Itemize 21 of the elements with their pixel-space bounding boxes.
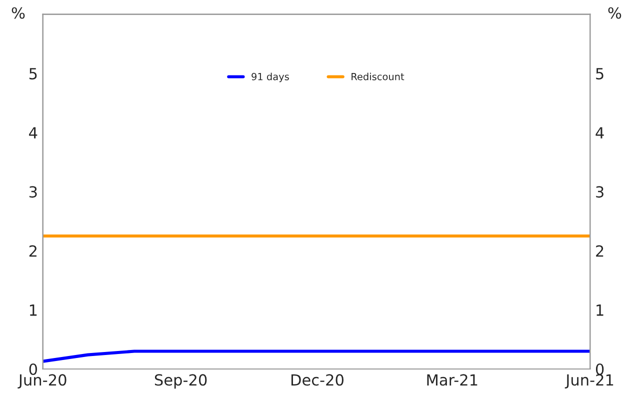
y2-tick-label: 1 [596, 304, 604, 316]
y-tick-label: 5 [29, 68, 37, 80]
y2-tick-label: 3 [596, 186, 604, 198]
y-axis-title: % [12, 7, 25, 19]
x-tick-label: Jun-20 [18, 374, 66, 389]
y2-tick-label: 2 [596, 245, 604, 257]
y-tick-label: 2 [29, 245, 36, 257]
y-tick-label: 4 [29, 127, 38, 138]
x-tick-label: Jun-21 [564, 374, 614, 389]
legend-label: 91 days [252, 72, 289, 82]
legend-label: Rediscount [352, 72, 404, 80]
y-tick-label: 3 [29, 186, 37, 198]
y2-tick-label: 0 [596, 363, 604, 376]
y2-tick-label: 5 [596, 68, 604, 80]
y-tick-label: 0 [29, 363, 38, 376]
x-tick-label: Mar-21 [427, 374, 478, 386]
y2-tick-label: 4 [596, 127, 604, 138]
x-tick-label: Sep-20 [154, 374, 207, 389]
y2-axis-title: % [608, 7, 622, 19]
y-tick-label: 1 [30, 304, 37, 316]
x-tick-label: Dec-20 [291, 374, 344, 386]
